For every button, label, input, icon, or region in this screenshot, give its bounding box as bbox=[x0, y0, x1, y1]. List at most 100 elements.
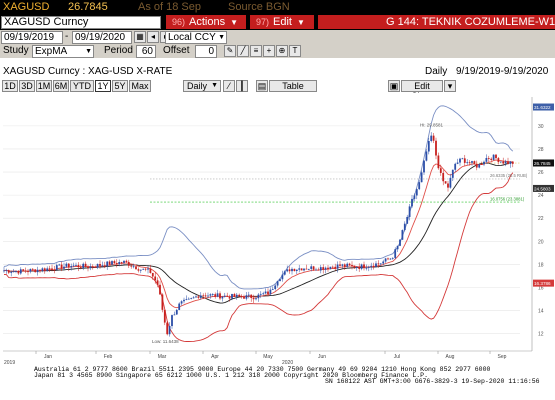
candle-body bbox=[447, 183, 449, 188]
candle-body bbox=[504, 161, 507, 164]
x-tick-label: Jan bbox=[44, 354, 52, 360]
candle-body bbox=[351, 264, 353, 266]
range-button-6m[interactable]: 6M bbox=[53, 80, 69, 92]
candle-body bbox=[19, 269, 22, 274]
frequency-label: Daily bbox=[425, 66, 448, 77]
candle-body bbox=[399, 239, 401, 246]
candle-body bbox=[139, 269, 142, 271]
candle-body bbox=[214, 294, 217, 297]
candle-body bbox=[483, 161, 485, 165]
candle-body bbox=[156, 280, 159, 285]
chevron-down-icon[interactable]: ▾ bbox=[444, 80, 456, 92]
calendar-icon[interactable]: ▦ bbox=[134, 31, 146, 43]
bollinger-bands bbox=[3, 105, 520, 343]
line-chart-icon[interactable]: ⁄ bbox=[223, 80, 235, 92]
candle-body bbox=[480, 164, 483, 165]
candle-body bbox=[360, 264, 363, 269]
price-tag bbox=[533, 184, 554, 192]
candle-body bbox=[29, 268, 32, 272]
candle-body bbox=[497, 158, 500, 162]
frequency-select[interactable]: Daily ▼ bbox=[183, 80, 221, 92]
price-tag-label: 16.3786 bbox=[534, 281, 551, 286]
candle-body bbox=[192, 297, 195, 299]
range-button-1m[interactable]: 1M bbox=[36, 80, 52, 92]
candle-body bbox=[120, 262, 123, 263]
table-icon[interactable]: ▤ bbox=[256, 80, 268, 92]
start-date-input[interactable]: 09/19/2019 bbox=[1, 31, 63, 44]
bars-icon[interactable]: ≡ bbox=[250, 45, 262, 57]
candle-body bbox=[439, 168, 442, 173]
candle-body bbox=[163, 309, 166, 323]
period-input[interactable]: 60 bbox=[136, 45, 156, 58]
offset-input[interactable]: 0 bbox=[195, 45, 217, 58]
settings-icon[interactable]: ▣ bbox=[388, 80, 400, 92]
candle-body bbox=[312, 266, 315, 270]
range-button-1d[interactable]: 1D bbox=[2, 80, 18, 92]
candle-body bbox=[135, 266, 137, 270]
end-date-input[interactable]: 09/19/2020 bbox=[72, 31, 132, 44]
spacer bbox=[0, 58, 555, 66]
line-icon[interactable]: ╱ bbox=[237, 45, 249, 57]
draw-icon[interactable]: ✎ bbox=[224, 45, 236, 57]
crosshair-icon[interactable]: + bbox=[263, 45, 275, 57]
candle-body bbox=[84, 263, 87, 267]
text-icon[interactable]: T bbox=[289, 45, 301, 57]
study-select[interactable]: ExpMA ▼ bbox=[32, 45, 94, 58]
candle-body bbox=[267, 291, 269, 295]
price-chart[interactable]: 30 28 26 24 22 20 18 16 14 12 Jan Feb Mar Apr May Jun Ju… bbox=[0, 93, 555, 366]
candle-body bbox=[106, 261, 109, 267]
top-quote-bar: XAGUSD 26.7845 As of 18 Sep Source BGN bbox=[0, 0, 555, 15]
candle-body bbox=[334, 266, 337, 269]
previous-icon[interactable]: ◂ bbox=[147, 31, 159, 43]
candle-body bbox=[286, 269, 289, 272]
candle-body bbox=[60, 264, 63, 269]
frequency-value: Daily bbox=[187, 81, 208, 91]
candle-body bbox=[235, 294, 238, 297]
edit-chart-button[interactable]: Edit Chart bbox=[401, 80, 443, 101]
candle-body bbox=[211, 294, 214, 295]
candle-body bbox=[252, 297, 255, 300]
footer-session-info: SN 168122 AST GMT+3:00 G676-3829-3 19-Se… bbox=[325, 378, 540, 385]
currency-select[interactable]: Local CCY ▼ bbox=[165, 31, 227, 44]
candle-body bbox=[43, 268, 46, 271]
edit-menu-button[interactable]: 97) Edit ▼ bbox=[250, 15, 314, 29]
candle-body bbox=[123, 260, 125, 263]
candle-body bbox=[82, 263, 85, 268]
candle-body bbox=[87, 266, 89, 268]
candle-body bbox=[22, 269, 25, 271]
candle-body bbox=[401, 230, 404, 240]
chevron-down-icon: ▼ bbox=[218, 34, 225, 41]
candle-chart-icon[interactable]: ┃ bbox=[236, 80, 248, 92]
candle-body bbox=[207, 295, 209, 297]
candle-body bbox=[492, 154, 495, 160]
range-button-3d[interactable]: 3D bbox=[19, 80, 35, 92]
date-range-label: 9/19/2019-9/19/2020 bbox=[456, 66, 549, 77]
candle-body bbox=[183, 299, 185, 302]
zoom-icon[interactable]: ⊕ bbox=[276, 45, 288, 57]
candle-body bbox=[79, 267, 82, 268]
candle-body bbox=[15, 271, 17, 272]
range-button-5y[interactable]: 5Y bbox=[112, 80, 128, 92]
x-year-label: 2020 bbox=[282, 360, 293, 365]
actions-menu-button[interactable]: 96) Actions ▼ bbox=[166, 15, 246, 29]
candle-body bbox=[58, 264, 61, 266]
y-tick-label: 28 bbox=[538, 147, 544, 153]
candle-body bbox=[137, 269, 140, 271]
candle-body bbox=[379, 263, 382, 265]
range-button-ytd[interactable]: YTD bbox=[70, 80, 94, 92]
candle-body bbox=[396, 245, 399, 250]
range-button-max[interactable]: Max bbox=[129, 80, 151, 92]
table-button[interactable]: Table bbox=[269, 80, 317, 92]
candle-body bbox=[147, 268, 149, 270]
candle-body bbox=[336, 264, 339, 269]
security-field[interactable]: XAGUSD Curncy bbox=[1, 16, 161, 29]
candle-body bbox=[432, 135, 435, 141]
candle-body bbox=[473, 161, 476, 164]
range-button-1y[interactable]: 1Y bbox=[95, 80, 111, 92]
candle-body bbox=[127, 261, 130, 266]
candle-body bbox=[305, 268, 308, 270]
candle-body bbox=[12, 271, 15, 273]
candle-body bbox=[243, 296, 245, 299]
candle-body bbox=[10, 272, 13, 273]
candle-body bbox=[115, 263, 118, 265]
